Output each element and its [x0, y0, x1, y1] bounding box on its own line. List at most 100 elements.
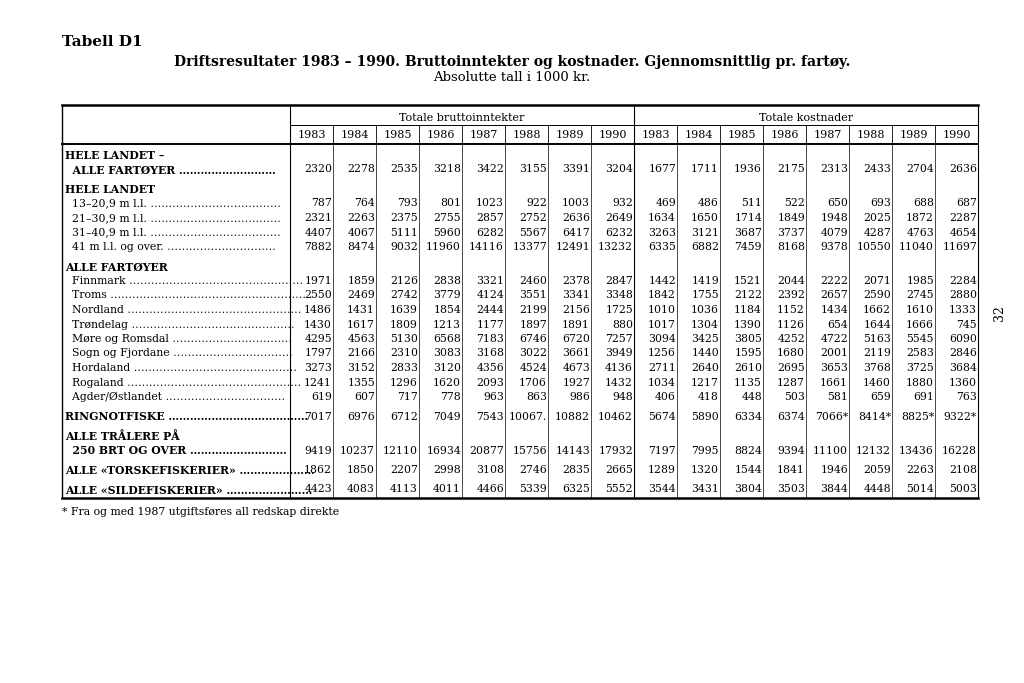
- Text: 1430: 1430: [304, 320, 332, 329]
- Text: 3684: 3684: [949, 363, 977, 373]
- Text: 922: 922: [526, 199, 547, 208]
- Text: 2025: 2025: [863, 213, 891, 223]
- Text: 3503: 3503: [777, 484, 805, 494]
- Text: 5014: 5014: [906, 484, 934, 494]
- Text: 2610: 2610: [734, 363, 762, 373]
- Text: 4067: 4067: [347, 227, 375, 238]
- Text: 9032: 9032: [390, 242, 418, 252]
- Text: 1880: 1880: [906, 378, 934, 387]
- Text: 764: 764: [354, 199, 375, 208]
- Text: 3168: 3168: [476, 348, 504, 359]
- Text: 1680: 1680: [777, 348, 805, 359]
- Text: 8474: 8474: [347, 242, 375, 252]
- Text: 1985: 1985: [906, 276, 934, 286]
- Text: 1891: 1891: [562, 320, 590, 329]
- Text: Sogn og Fjordane ……………………………: Sogn og Fjordane ……………………………: [65, 348, 293, 359]
- Text: 793: 793: [397, 199, 418, 208]
- Text: 6374: 6374: [777, 411, 805, 421]
- Text: 7049: 7049: [433, 411, 461, 421]
- Text: 8414*: 8414*: [858, 411, 891, 421]
- Text: Absolutte tall i 1000 kr.: Absolutte tall i 1000 kr.: [433, 71, 591, 84]
- Text: 5545: 5545: [906, 334, 934, 344]
- Text: 778: 778: [440, 392, 461, 402]
- Text: 1989: 1989: [899, 130, 928, 140]
- Text: 4252: 4252: [777, 334, 805, 344]
- Text: 3653: 3653: [820, 363, 848, 373]
- Text: 2657: 2657: [820, 290, 848, 301]
- Text: 9378: 9378: [820, 242, 848, 252]
- Text: 3083: 3083: [433, 348, 461, 359]
- Text: 4423: 4423: [304, 484, 332, 494]
- Text: 3121: 3121: [691, 227, 719, 238]
- Text: 7183: 7183: [476, 334, 504, 344]
- Text: 619: 619: [311, 392, 332, 402]
- Text: 1854: 1854: [433, 305, 461, 315]
- Text: 1442: 1442: [648, 276, 676, 286]
- Text: 654: 654: [827, 320, 848, 329]
- Text: 2093: 2093: [476, 378, 504, 387]
- Text: 3155: 3155: [519, 165, 547, 174]
- Text: 4356: 4356: [476, 363, 504, 373]
- Text: 607: 607: [354, 392, 375, 402]
- Text: 2742: 2742: [390, 290, 418, 301]
- Text: 1521: 1521: [734, 276, 762, 286]
- Text: 1639: 1639: [390, 305, 418, 315]
- Text: 3425: 3425: [691, 334, 719, 344]
- Text: 1431: 1431: [347, 305, 375, 315]
- Text: 7882: 7882: [304, 242, 332, 252]
- Text: 3348: 3348: [605, 290, 633, 301]
- Text: 4407: 4407: [304, 227, 332, 238]
- Text: 1725: 1725: [605, 305, 633, 315]
- Text: 406: 406: [655, 392, 676, 402]
- Text: 1390: 1390: [734, 320, 762, 329]
- Text: 1862: 1862: [304, 465, 332, 475]
- Text: 2857: 2857: [476, 213, 504, 223]
- Text: 4763: 4763: [906, 227, 934, 238]
- Text: 2310: 2310: [390, 348, 418, 359]
- Text: 2321: 2321: [304, 213, 332, 223]
- Text: 2313: 2313: [820, 165, 848, 174]
- Text: 6746: 6746: [519, 334, 547, 344]
- Text: 1872: 1872: [906, 213, 934, 223]
- Text: 3321: 3321: [476, 276, 504, 286]
- Text: 1023: 1023: [476, 199, 504, 208]
- Text: 448: 448: [741, 392, 762, 402]
- Text: 986: 986: [569, 392, 590, 402]
- Text: 16934: 16934: [426, 445, 461, 456]
- Text: 2199: 2199: [519, 305, 547, 315]
- Text: 1948: 1948: [820, 213, 848, 223]
- Text: 3273: 3273: [304, 363, 332, 373]
- Text: 15756: 15756: [512, 445, 547, 456]
- Text: 5552: 5552: [605, 484, 633, 494]
- Text: 3341: 3341: [562, 290, 590, 301]
- Text: 3108: 3108: [476, 465, 504, 475]
- Text: 7257: 7257: [605, 334, 633, 344]
- Text: 2378: 2378: [562, 276, 590, 286]
- Text: 1217: 1217: [691, 378, 719, 387]
- Text: 1983: 1983: [297, 130, 326, 140]
- Text: 5111: 5111: [390, 227, 418, 238]
- Text: 691: 691: [913, 392, 934, 402]
- Text: 5339: 5339: [519, 484, 547, 494]
- Text: 522: 522: [784, 199, 805, 208]
- Text: 8825*: 8825*: [901, 411, 934, 421]
- Text: 511: 511: [741, 199, 762, 208]
- Text: RINGNOTFISKE …………………………………: RINGNOTFISKE …………………………………: [65, 411, 308, 423]
- Text: 2590: 2590: [863, 290, 891, 301]
- Text: 4673: 4673: [562, 363, 590, 373]
- Text: ALLE TRÅLERE PÅ: ALLE TRÅLERE PÅ: [65, 431, 179, 442]
- Text: 11100: 11100: [813, 445, 848, 456]
- Text: 418: 418: [698, 392, 719, 402]
- Text: 11040: 11040: [899, 242, 934, 252]
- Text: 3422: 3422: [476, 165, 504, 174]
- Text: 1617: 1617: [347, 320, 375, 329]
- Text: 2375: 2375: [390, 213, 418, 223]
- Text: 2755: 2755: [433, 213, 461, 223]
- Text: 1986: 1986: [770, 130, 799, 140]
- Text: Driftsresultater 1983 – 1990. Bruttoinntekter og kostnader. Gjennomsnittlig pr. : Driftsresultater 1983 – 1990. Bruttoinnt…: [174, 55, 850, 69]
- Text: 13–20,9 m l.l. ………………………………: 13–20,9 m l.l. ………………………………: [65, 199, 281, 208]
- Text: 6232: 6232: [605, 227, 633, 238]
- Text: 7459: 7459: [734, 242, 762, 252]
- Text: 2704: 2704: [906, 165, 934, 174]
- Text: 1333: 1333: [949, 305, 977, 315]
